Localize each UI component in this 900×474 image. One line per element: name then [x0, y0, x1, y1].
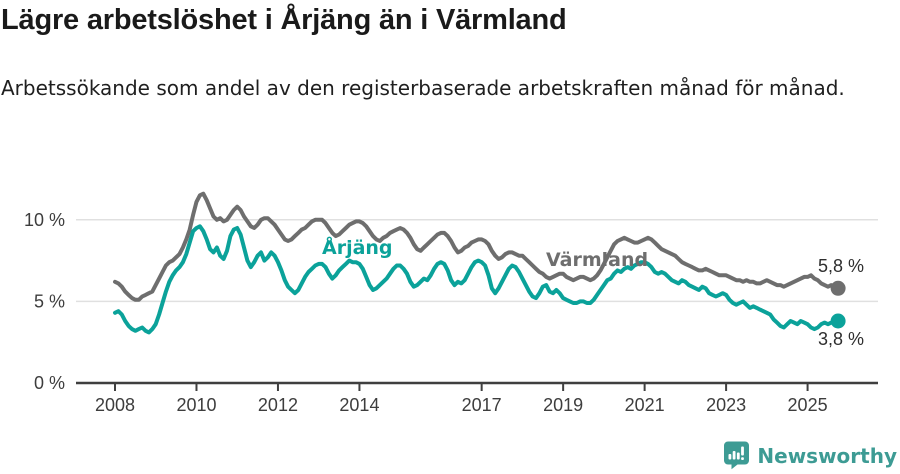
y-tick-label-5: 5 %	[34, 291, 65, 311]
newsworthy-logo-icon	[724, 441, 750, 470]
y-tick-label-10: 10 %	[24, 210, 65, 230]
end-value-label-varmland: 5,8 %	[818, 256, 865, 276]
series-end-dot-arjang	[830, 313, 846, 329]
newsworthy-brand-name: Newsworthy	[757, 443, 897, 468]
newsworthy-branding: Newsworthy	[723, 441, 897, 470]
x-tick-label-2021: 2021	[625, 395, 665, 415]
x-tick-label-2023: 2023	[706, 395, 746, 415]
x-tick-label-2010: 2010	[176, 395, 216, 415]
x-tick-label-2014: 2014	[339, 395, 379, 415]
series-line-varmland	[113, 191, 841, 302]
y-tick-label-0: 0 %	[34, 373, 65, 393]
x-tick-label-2019: 2019	[543, 395, 583, 415]
page-title: Lägre arbetslöshet i Årjäng än i Värmlan…	[1, 4, 567, 36]
x-tick-label-2017: 2017	[462, 395, 502, 415]
series-label-arjang: Årjäng	[322, 237, 393, 259]
end-value-label-arjang: 3,8 %	[818, 329, 865, 349]
series-line-arjang	[113, 224, 841, 335]
x-tick-label-2008: 2008	[95, 395, 135, 415]
series-end-dot-varmland	[830, 280, 846, 296]
series-label-varmland: Värmland	[546, 249, 649, 271]
x-tick-label-2025: 2025	[788, 395, 828, 415]
x-tick-label-2012: 2012	[258, 395, 298, 415]
page-subtitle: Arbetssökande som andel av den registerb…	[1, 76, 845, 100]
